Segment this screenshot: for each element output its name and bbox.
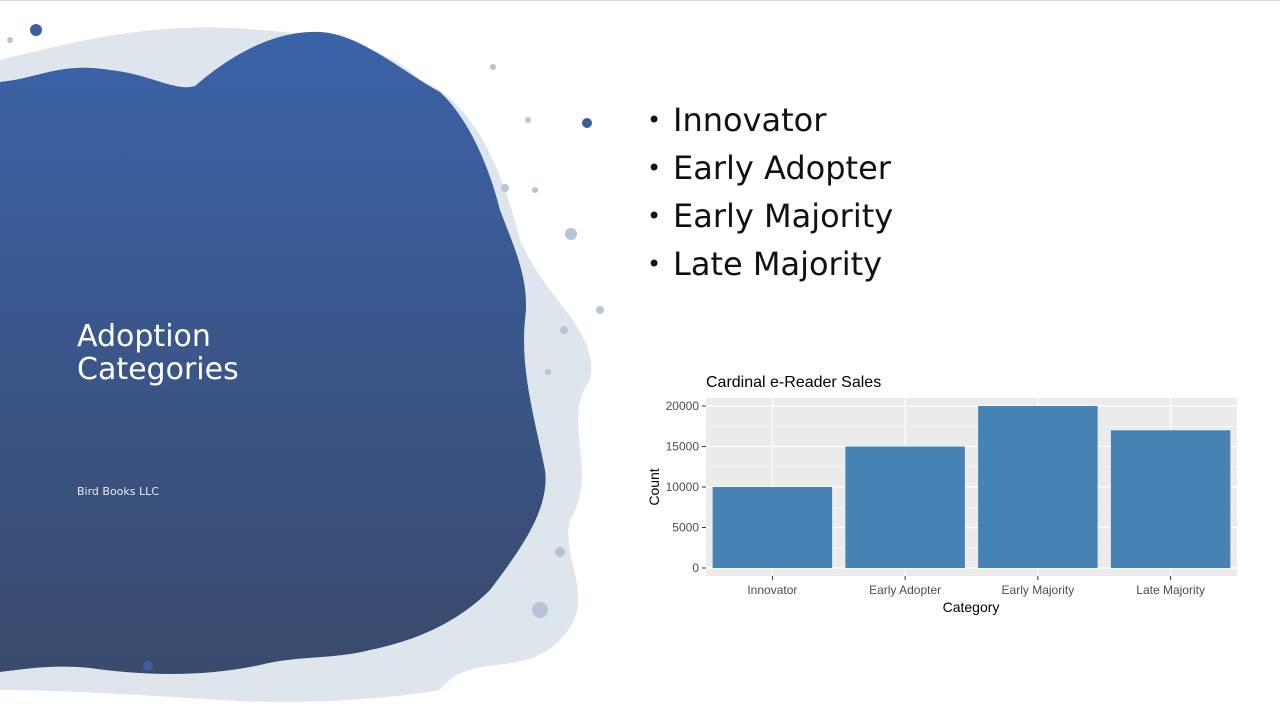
- bullet-glyph: •: [647, 202, 662, 230]
- bar: [978, 406, 1098, 568]
- bullet-item: • Innovator: [647, 96, 893, 144]
- y-tick-label: 20000: [666, 399, 700, 413]
- chart-title: Cardinal e-Reader Sales: [706, 374, 881, 391]
- slide-top-border: [0, 0, 1280, 1]
- x-tick-label: Innovator: [747, 583, 797, 597]
- bullet-glyph: •: [647, 154, 662, 182]
- y-tick-label: 15000: [666, 440, 700, 454]
- bar: [1110, 430, 1231, 568]
- y-tick-label: 0: [692, 561, 699, 575]
- y-axis-label: Count: [646, 468, 662, 505]
- bullet-item: • Early Adopter: [647, 144, 893, 192]
- bullet-item: • Late Majority: [647, 240, 893, 288]
- bullet-text: Late Majority: [673, 245, 883, 283]
- slide-subtitle: Bird Books LLC: [77, 485, 159, 498]
- x-tick-label: Early Adopter: [869, 583, 941, 597]
- slide-title: Adoption Categories: [77, 319, 239, 387]
- bullet-glyph: •: [647, 250, 662, 278]
- bullet-glyph: •: [647, 106, 662, 134]
- bullet-list: • Innovator • Early Adopter • Early Majorit…: [647, 96, 893, 288]
- bullet-text: Innovator: [673, 101, 827, 139]
- x-tick-label: Early Majority: [1002, 583, 1075, 597]
- bullet-item: • Early Majority: [647, 192, 893, 240]
- chart-bars: [712, 406, 1231, 568]
- y-tick-label: 10000: [666, 480, 700, 494]
- bar: [845, 446, 965, 568]
- bar-chart: Cardinal e-Reader Sales 0 5000 10000 15000 2…: [646, 374, 1237, 615]
- x-axis: Innovator Early Adopter Early Majority Late…: [747, 576, 1205, 597]
- x-tick-label: Late Majority: [1136, 583, 1205, 597]
- bullet-text: Early Majority: [673, 197, 894, 235]
- bar: [712, 487, 833, 568]
- y-axis: 0 5000 10000 15000 20000: [666, 399, 706, 575]
- paint-splash-background: [0, 24, 604, 702]
- x-axis-label: Category: [943, 599, 1000, 615]
- y-tick-label: 5000: [672, 521, 699, 535]
- bullet-text: Early Adopter: [673, 149, 891, 187]
